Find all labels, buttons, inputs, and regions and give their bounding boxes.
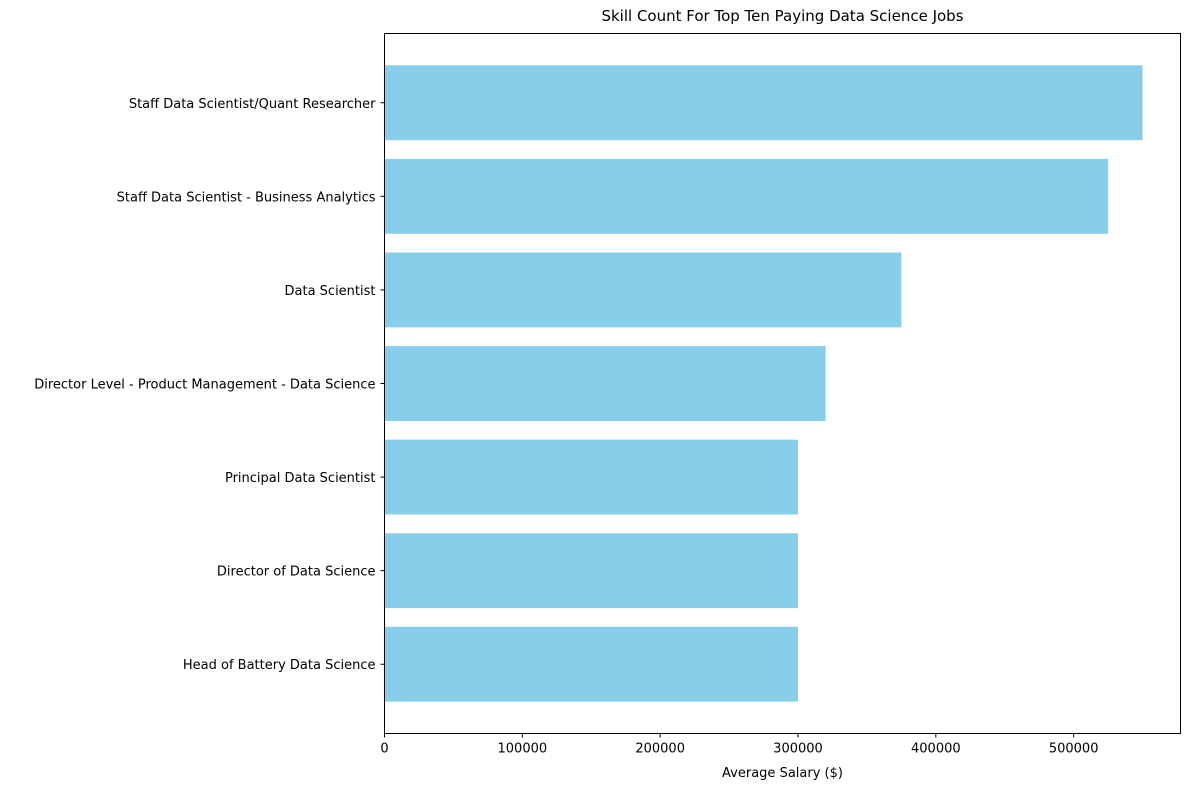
x-tick-label-1: 0	[380, 742, 388, 757]
x-axis-label: Average Salary ($)	[722, 766, 843, 781]
x-tick-label-2: 100000	[498, 742, 548, 757]
bar-7	[384, 626, 799, 702]
bar-1	[384, 65, 1143, 141]
bar-5	[384, 439, 799, 515]
bar-4	[384, 346, 826, 421]
chart-title: Skill Count For Top Ten Paying Data Scie…	[601, 7, 963, 25]
x-axis: 0 100000 200000 300000 400000 500000	[380, 733, 1099, 757]
y-tick-label-3: Data Scientist	[285, 284, 376, 299]
bars-layer	[384, 65, 1143, 702]
y-axis: Staff Data Scientist/Quant Researcher Sta…	[34, 97, 385, 673]
y-tick-label-2: Staff Data Scientist - Business Analytic…	[117, 190, 376, 205]
x-tick-label-4: 300000	[773, 742, 823, 757]
bar-3	[384, 252, 902, 328]
x-tick-label-6: 500000	[1049, 742, 1099, 757]
plot-frame	[384, 33, 1181, 734]
y-tick-label-5: Principal Data Scientist	[225, 471, 376, 486]
y-tick-label-1: Staff Data Scientist/Quant Researcher	[129, 97, 376, 112]
bar-6	[384, 533, 799, 609]
bar-2	[384, 158, 1109, 234]
x-tick-label-3: 200000	[635, 742, 685, 757]
y-tick-label-7: Head of Battery Data Science	[183, 658, 376, 673]
y-tick-label-6: Director of Data Science	[217, 565, 376, 580]
y-tick-label-4: Director Level - Product Management - Da…	[34, 378, 375, 393]
x-tick-label-5: 400000	[911, 742, 961, 757]
